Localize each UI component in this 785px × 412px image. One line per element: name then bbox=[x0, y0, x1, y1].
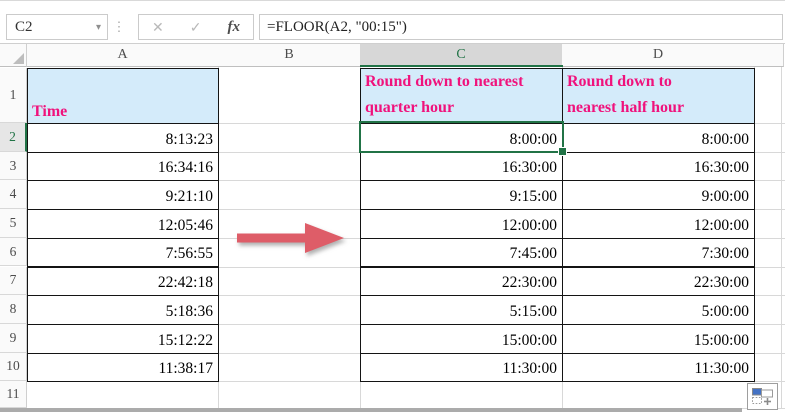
cell-A7[interactable]: 22:42:18 bbox=[27, 266, 219, 297]
cell-C8[interactable]: 5:15:00 bbox=[360, 295, 563, 325]
cell-C1[interactable]: Round down to nearest quarter hour bbox=[360, 68, 563, 124]
cancel-icon[interactable]: ✕ bbox=[152, 18, 164, 35]
cell-C3[interactable]: 16:30:00 bbox=[360, 151, 563, 182]
row-header-11[interactable]: 11 bbox=[0, 381, 27, 408]
cell-C7[interactable]: 22:30:00 bbox=[360, 266, 563, 297]
insert-function-icon[interactable]: fx bbox=[227, 18, 240, 35]
cell-A5[interactable]: 12:05:46 bbox=[27, 209, 219, 239]
selected-column-underline bbox=[360, 65, 563, 67]
cell-C9[interactable]: 15:00:00 bbox=[360, 323, 563, 354]
cell-C5[interactable]: 12:00:00 bbox=[360, 209, 563, 239]
cell-D8[interactable]: 5:00:00 bbox=[562, 295, 755, 325]
name-box-dropdown-icon[interactable]: ▾ bbox=[95, 21, 101, 33]
column-header-B[interactable]: B bbox=[218, 44, 361, 67]
row-header-3[interactable]: 3 bbox=[0, 151, 27, 181]
cell-D5[interactable]: 12:00:00 bbox=[562, 209, 755, 239]
row-header-9[interactable]: 9 bbox=[0, 323, 27, 353]
cell-D9[interactable]: 15:00:00 bbox=[562, 323, 755, 354]
row-header-2[interactable]: 2 bbox=[0, 123, 27, 152]
column-header-A[interactable]: A bbox=[27, 44, 219, 67]
red-arrow-icon bbox=[230, 214, 355, 267]
formula-text: =FLOOR(A2, "00:15") bbox=[267, 18, 407, 35]
column-header-D[interactable]: D bbox=[562, 44, 755, 67]
name-box[interactable]: C2 ▾ bbox=[6, 14, 108, 40]
select-all-corner[interactable] bbox=[0, 44, 27, 67]
cell-D3[interactable]: 16:30:00 bbox=[562, 151, 755, 182]
column-header-partial[interactable] bbox=[754, 44, 784, 67]
name-box-value: C2 bbox=[15, 18, 33, 35]
cell-A8[interactable]: 5:18:36 bbox=[27, 295, 219, 325]
cell-D10[interactable]: 11:30:00 bbox=[562, 352, 755, 383]
cell-C4[interactable]: 9:15:00 bbox=[360, 180, 563, 211]
cell-D4[interactable]: 9:00:00 bbox=[562, 180, 755, 211]
enter-icon[interactable]: ✓ bbox=[189, 18, 202, 35]
auto-fill-options-button[interactable] bbox=[747, 383, 778, 410]
fill-handle[interactable] bbox=[558, 147, 567, 156]
cell-A2[interactable]: 8:13:23 bbox=[27, 123, 219, 153]
cell-C10[interactable]: 11:30:00 bbox=[360, 352, 563, 383]
separator-dots-icon: ⋮ bbox=[112, 19, 126, 34]
cell-D6[interactable]: 7:30:00 bbox=[562, 237, 755, 268]
column-header-C[interactable]: C bbox=[360, 44, 563, 67]
cell-D2[interactable]: 8:00:00 bbox=[562, 123, 755, 153]
cell-A3[interactable]: 16:34:16 bbox=[27, 151, 219, 182]
formula-buttons: ✕ ✓ fx bbox=[138, 14, 254, 40]
cell-D7[interactable]: 22:30:00 bbox=[562, 266, 755, 297]
row-header-10[interactable]: 10 bbox=[0, 352, 27, 382]
cell-C6[interactable]: 7:45:00 bbox=[360, 237, 563, 268]
cell-A4[interactable]: 9:21:10 bbox=[27, 180, 219, 211]
cell-D1-line1: Round down to bbox=[567, 73, 672, 90]
formula-input[interactable]: =FLOOR(A2, "00:15") bbox=[259, 14, 783, 40]
row-header-4[interactable]: 4 bbox=[0, 180, 27, 210]
cell-A9[interactable]: 15:12:22 bbox=[27, 323, 219, 354]
cell-D1-text: Round down to nearest half hour bbox=[567, 69, 684, 121]
select-all-triangle-icon bbox=[13, 53, 24, 64]
cell-C1-line2: quarter hour bbox=[365, 99, 455, 116]
cell-A6[interactable]: 7:56:55 bbox=[27, 237, 219, 268]
row-header-6[interactable]: 6 bbox=[0, 237, 27, 267]
cell-C1-line1: Round down to nearest bbox=[365, 73, 524, 90]
auto-fill-options-icon bbox=[752, 388, 773, 405]
row-header-1[interactable]: 1 bbox=[0, 68, 27, 123]
formula-bar: C2 ▾ ⋮ ✕ ✓ fx =FLOOR(A2, "00:15") bbox=[0, 1, 785, 44]
cell-A10[interactable]: 11:38:17 bbox=[27, 352, 219, 383]
cell-D1-line2: nearest half hour bbox=[567, 99, 685, 116]
row-header-8[interactable]: 8 bbox=[0, 295, 27, 324]
cell-C2[interactable]: 8:00:00 bbox=[360, 123, 563, 153]
cell-C1-text: Round down to nearest quarter hour bbox=[365, 69, 523, 121]
gridline-vertical bbox=[781, 67, 782, 408]
cell-A1[interactable]: Time bbox=[27, 68, 219, 124]
bottom-edge bbox=[0, 408, 742, 412]
row-header-7[interactable]: 7 bbox=[0, 266, 27, 296]
cell-D1[interactable]: Round down to nearest half hour bbox=[562, 68, 755, 124]
row-header-5[interactable]: 5 bbox=[0, 209, 27, 238]
